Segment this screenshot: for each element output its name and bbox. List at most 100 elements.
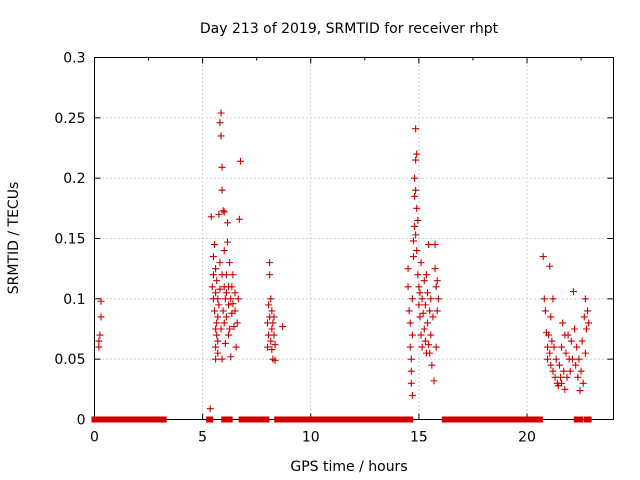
data-point xyxy=(220,247,228,255)
data-point xyxy=(408,295,416,303)
data-point xyxy=(552,355,560,363)
data-point xyxy=(419,309,427,317)
data-point xyxy=(427,295,435,303)
data-point xyxy=(218,163,226,171)
data-point xyxy=(217,109,225,117)
data-point xyxy=(213,331,221,339)
data-point xyxy=(584,307,592,315)
data-point xyxy=(558,379,566,387)
data-point xyxy=(230,323,238,331)
data-point xyxy=(426,307,434,315)
data-point xyxy=(547,313,555,321)
x-tick-label: 5 xyxy=(198,430,207,446)
data-point xyxy=(206,405,214,413)
data-point xyxy=(541,307,549,315)
y-tick-label: 0.15 xyxy=(54,232,85,248)
data-point xyxy=(418,343,426,351)
data-point xyxy=(411,174,419,182)
data-point xyxy=(218,355,226,363)
data-point xyxy=(418,295,426,303)
zero-value-band xyxy=(441,416,543,423)
data-point xyxy=(544,343,552,351)
data-point xyxy=(216,259,224,267)
y-tick-label: 0.05 xyxy=(54,352,85,368)
data-points xyxy=(91,109,593,423)
data-point xyxy=(269,319,277,327)
data-point xyxy=(409,253,417,261)
data-point xyxy=(412,231,420,239)
data-point xyxy=(432,283,440,291)
data-point xyxy=(407,379,415,387)
data-point xyxy=(571,325,579,333)
data-point xyxy=(207,213,215,221)
data-point xyxy=(228,283,236,291)
data-point xyxy=(544,355,552,363)
data-point xyxy=(213,277,221,285)
data-point xyxy=(561,385,569,393)
y-tick-label: 0.2 xyxy=(63,171,85,187)
data-point xyxy=(557,373,565,381)
data-point xyxy=(213,319,221,327)
data-point xyxy=(215,301,223,309)
data-point xyxy=(427,331,435,339)
x-tick-label: 0 xyxy=(90,430,99,446)
data-point xyxy=(267,295,275,303)
data-point xyxy=(406,319,414,327)
data-point xyxy=(271,341,279,349)
data-point xyxy=(221,339,229,347)
data-point xyxy=(413,204,421,212)
data-point xyxy=(414,271,422,279)
data-point xyxy=(97,297,105,305)
data-point xyxy=(226,325,234,333)
data-point xyxy=(547,361,555,369)
data-point xyxy=(549,367,557,375)
data-point xyxy=(424,289,432,297)
data-point xyxy=(579,379,587,387)
y-tick-label: 0 xyxy=(77,413,86,429)
data-point xyxy=(408,331,416,339)
data-point xyxy=(222,313,230,321)
data-point xyxy=(572,361,580,369)
data-point xyxy=(266,259,274,267)
zero-value-band xyxy=(238,416,270,423)
data-point xyxy=(580,313,588,321)
data-point xyxy=(268,325,276,333)
data-point xyxy=(548,337,556,345)
data-point xyxy=(555,361,563,369)
data-point xyxy=(416,313,424,321)
data-point xyxy=(231,307,239,315)
data-point xyxy=(412,125,420,133)
data-point xyxy=(407,355,415,363)
data-point xyxy=(433,277,441,285)
grid xyxy=(94,57,614,420)
data-point xyxy=(268,346,276,354)
zero-value-band xyxy=(583,416,592,423)
data-point xyxy=(412,186,420,194)
data-point xyxy=(407,367,415,375)
data-point xyxy=(209,271,217,279)
data-point xyxy=(219,207,227,215)
data-point xyxy=(411,192,419,200)
data-point xyxy=(425,241,433,249)
y-tick-label: 0.3 xyxy=(63,51,85,67)
data-point xyxy=(434,295,442,303)
data-point xyxy=(581,349,589,357)
data-point xyxy=(578,337,586,345)
x-tick-label: 10 xyxy=(302,430,320,446)
data-point xyxy=(227,353,235,361)
data-point xyxy=(95,343,103,351)
data-point xyxy=(415,301,423,309)
data-point xyxy=(404,283,412,291)
data-point xyxy=(209,253,217,261)
data-point xyxy=(270,313,278,321)
data-point xyxy=(211,307,219,315)
data-point xyxy=(431,265,439,273)
data-point xyxy=(412,156,420,164)
data-point xyxy=(404,265,412,273)
data-point xyxy=(208,283,216,291)
ticks: 0 0.05 0.1 0.15 0.2 0.25 0.3 0 5 10 15 20 xyxy=(54,51,614,446)
data-point xyxy=(408,391,416,399)
data-point xyxy=(429,313,437,321)
data-point xyxy=(417,331,425,339)
